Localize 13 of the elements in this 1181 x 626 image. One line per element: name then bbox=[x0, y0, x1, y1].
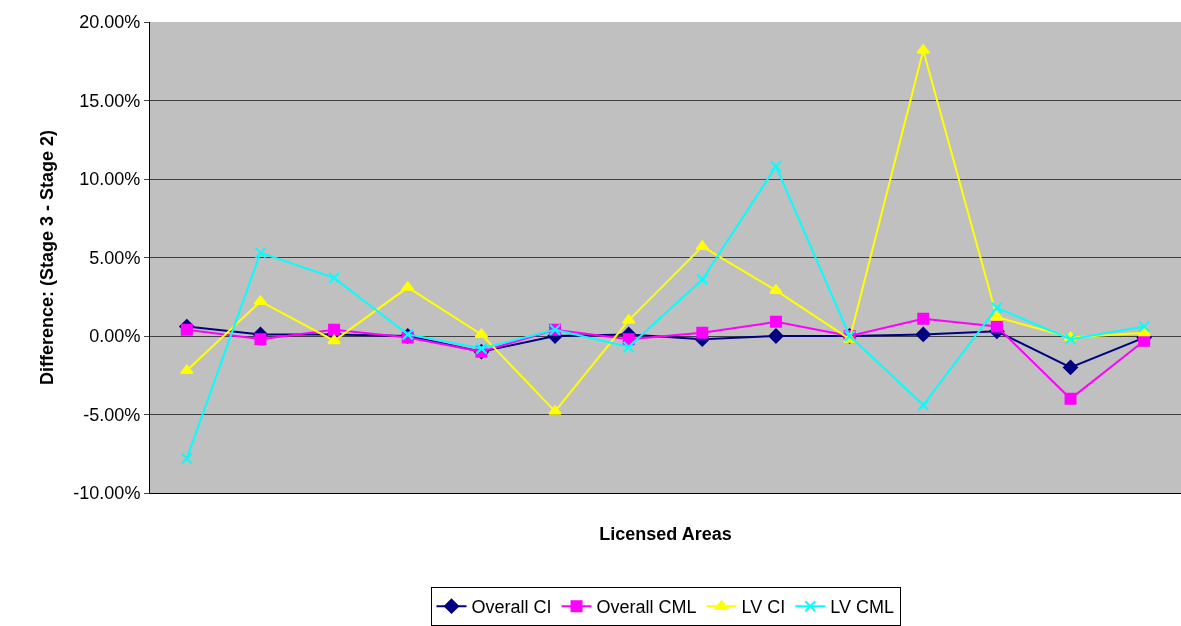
y-tick-label: 5.00% bbox=[89, 247, 141, 268]
y-tick-label: 10.00% bbox=[79, 169, 141, 190]
legend-label: LV CI bbox=[741, 597, 786, 618]
legend-label: LV CML bbox=[830, 597, 894, 618]
y-tick-label: -5.00% bbox=[83, 404, 141, 425]
y-tick-label: 20.00% bbox=[79, 12, 141, 33]
y-tick-label: 0.00% bbox=[89, 326, 141, 347]
legend-label: Overall CI bbox=[471, 597, 552, 618]
x-axis-title: Licensed Areas bbox=[599, 523, 732, 544]
y-tick-label: 15.00% bbox=[79, 90, 141, 111]
y-axis-title: Difference: (Stage 3 - Stage 2) bbox=[36, 129, 57, 386]
y-tick-label: -10.00% bbox=[73, 483, 141, 504]
legend-label: Overall CML bbox=[596, 597, 697, 618]
